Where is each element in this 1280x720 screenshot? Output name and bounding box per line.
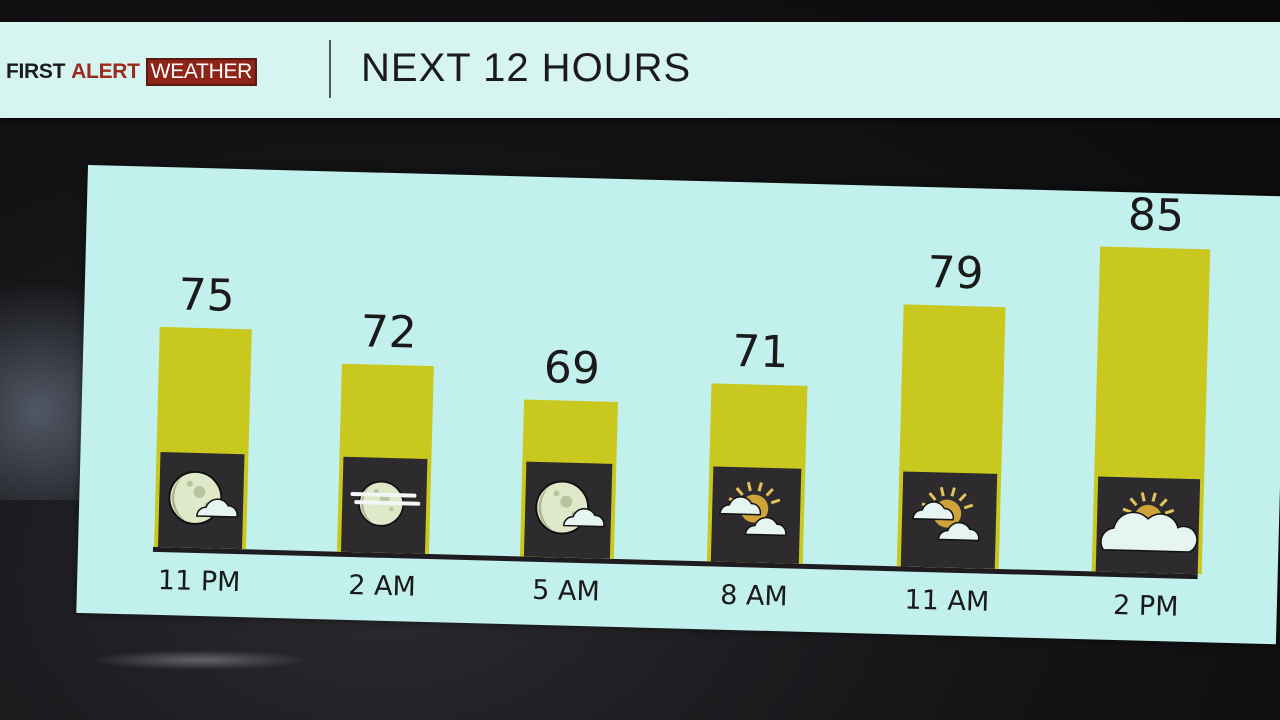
bar-2-pm [1091, 246, 1211, 575]
moon-fog-icon [343, 467, 425, 543]
page-title: NEXT 12 HOURS [361, 46, 692, 90]
bar-5-am [519, 399, 618, 559]
partly-sunny-icon [715, 477, 797, 553]
time-label: 5 AM [531, 574, 601, 608]
chart-panel: 75 11 PM 72 2 AM 69 5 AM 71 8 AM 79 11 AM 85 2 PM [76, 165, 1280, 645]
icon-box [158, 451, 245, 550]
time-label: 11 AM [904, 584, 990, 618]
icon-box [340, 456, 428, 554]
moon-partly-cloudy-icon [160, 463, 242, 539]
value-label: 75 [177, 269, 236, 322]
background-city-lights [0, 200, 95, 500]
value-label: 79 [926, 247, 985, 300]
bar-2-am [336, 363, 434, 555]
icon-box [900, 471, 998, 569]
partly-sunny-icon [908, 482, 990, 558]
time-label: 2 PM [1112, 589, 1179, 623]
brand-logo: FIRST ALERT WEATHER [6, 58, 258, 86]
mostly-cloudy-icon [1097, 487, 1199, 564]
value-label: 72 [360, 305, 418, 359]
time-label: 2 AM [347, 569, 417, 603]
bar-11-pm [154, 326, 252, 550]
brand-weather: WEATHER [145, 58, 258, 86]
header-divider [329, 40, 331, 98]
icon-box [1095, 476, 1201, 575]
time-label: 11 PM [157, 564, 241, 599]
bar-11-am [896, 304, 1006, 569]
brand-first: FIRST [6, 60, 66, 83]
value-label: 71 [731, 325, 789, 379]
moon-partly-cloudy-icon [527, 472, 609, 548]
background-city-lights [90, 650, 310, 670]
header-bar: FIRST ALERT WEATHER NEXT 12 HOURS [0, 22, 1280, 118]
icon-box [710, 466, 802, 564]
value-label: 85 [1127, 189, 1185, 242]
bar-8-am [706, 383, 808, 564]
icon-box [523, 461, 613, 559]
value-label: 69 [543, 342, 601, 395]
brand-alert: ALERT [71, 60, 140, 83]
time-label: 8 AM [719, 579, 789, 613]
